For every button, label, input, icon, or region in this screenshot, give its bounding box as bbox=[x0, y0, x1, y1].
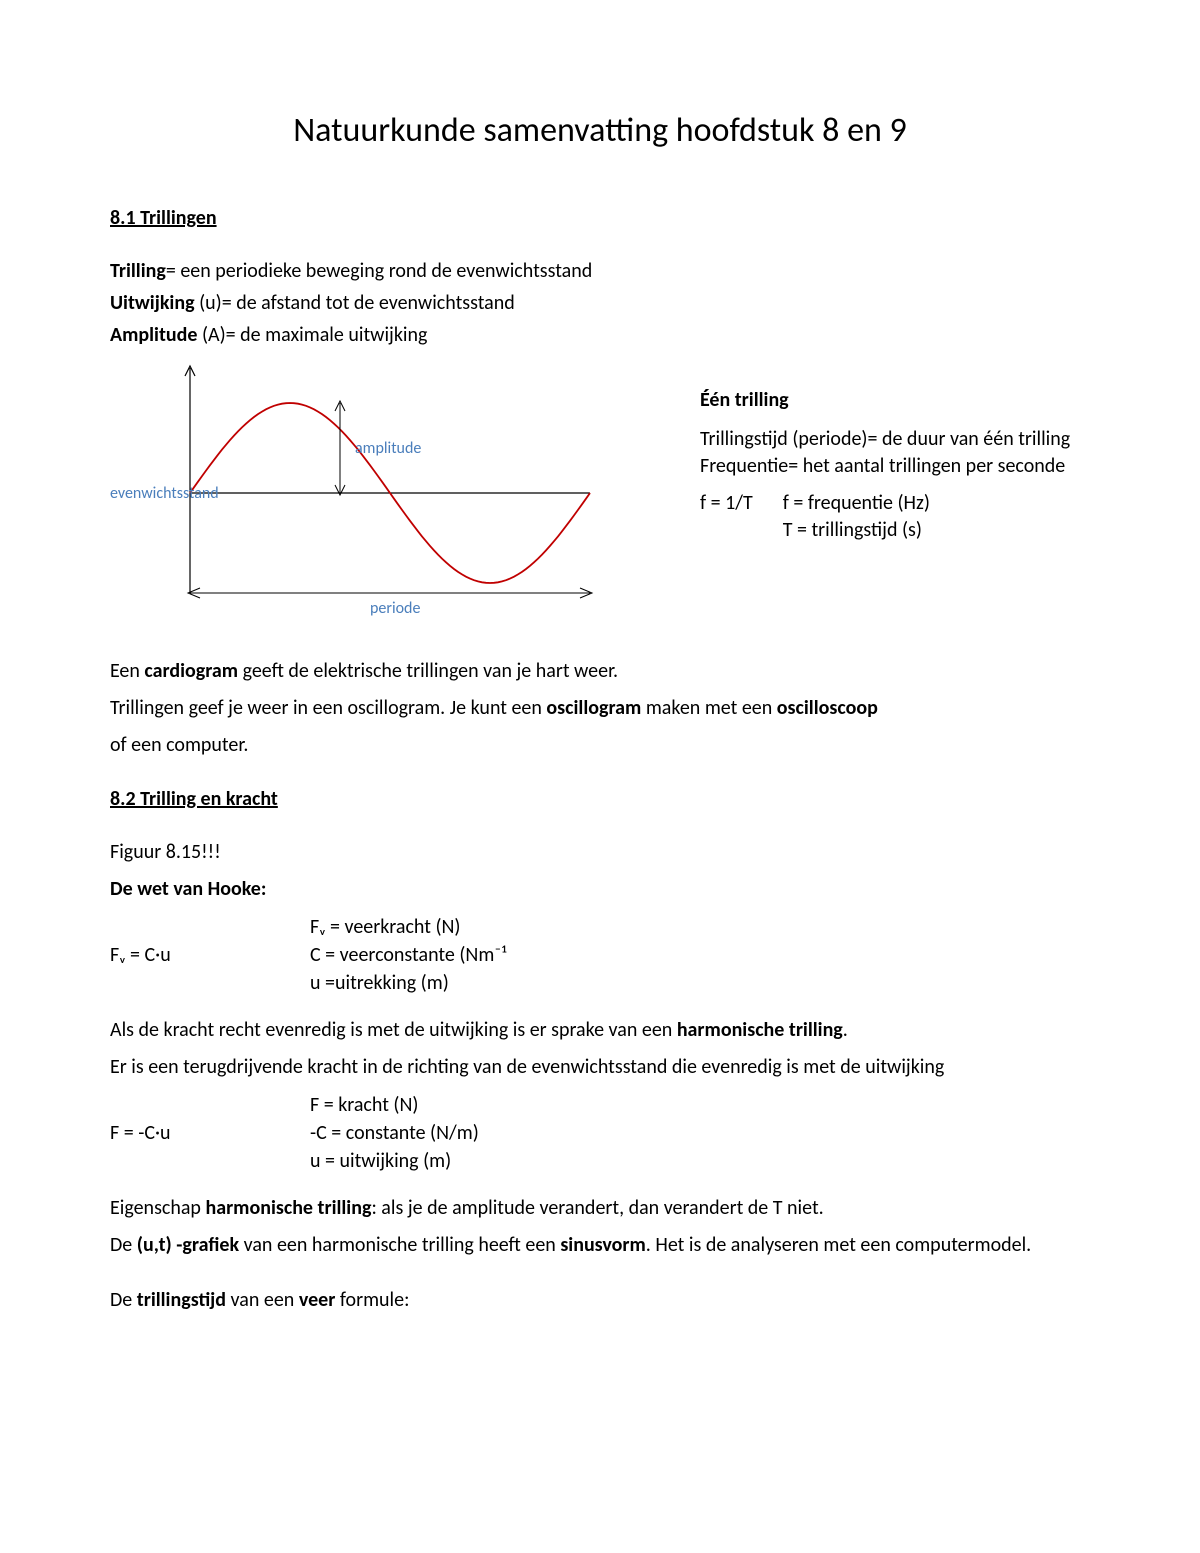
harm-def-u: u = uitwijking (m) bbox=[310, 1147, 479, 1175]
eig-post: : als je de amplitude verandert, dan ver… bbox=[371, 1196, 823, 1220]
hooke-defs: Fᵥ = veerkracht (N) C = veerconstante (N… bbox=[310, 913, 506, 997]
veer-paragraph: De trillingstijd van een veer formule: bbox=[110, 1287, 1090, 1314]
oscil-pre: Trillingen geef je weer in een oscillogr… bbox=[110, 696, 546, 720]
harm-formula: F = -C·u bbox=[110, 1121, 250, 1145]
eig-pre: Eigenschap bbox=[110, 1196, 205, 1220]
label-amplitude: amplitude bbox=[355, 439, 421, 458]
veer-mid: van een bbox=[226, 1288, 299, 1312]
def-trilling-text: = een periodieke beweging rond de evenwi… bbox=[166, 259, 592, 283]
eig-term: harmonische trilling bbox=[205, 1196, 371, 1220]
harm1-term: harmonische trilling bbox=[677, 1018, 843, 1042]
ut-mid: van een harmonische trilling heeft een bbox=[239, 1233, 560, 1257]
side-text2: Frequentie= het aantal trillingen per se… bbox=[700, 453, 1090, 480]
harm-def-c: -C = constante (N/m) bbox=[310, 1119, 479, 1147]
harm-paragraph-2: Er is een terugdrijvende kracht in de ri… bbox=[110, 1054, 1090, 1081]
eigenschap-paragraph: Eigenschap harmonische trilling: als je … bbox=[110, 1195, 1090, 1222]
oscil-paragraph-2: of een computer. bbox=[110, 732, 1090, 759]
harm-defs: F = kracht (N) -C = constante (N/m) u = … bbox=[310, 1091, 479, 1175]
def-trilling: Trilling= een periodieke beweging rond d… bbox=[110, 258, 1090, 284]
hooke-def-c: C = veerconstante (Nm⁻¹ bbox=[310, 941, 506, 969]
def-amplitude: Amplitude (A)= de maximale uitwijking bbox=[110, 322, 1090, 348]
oscil-term1: oscillogram bbox=[546, 696, 641, 720]
cardio-post: geeft de elektrische trillingen van je h… bbox=[238, 659, 618, 683]
page-title: Natuurkunde samenvatting hoofdstuk 8 en … bbox=[110, 110, 1090, 151]
def-uitwijking-text: (u)= de afstand tot de evenwichtsstand bbox=[195, 291, 515, 315]
ut-paragraph: De (u,t) -grafiek van een harmonische tr… bbox=[110, 1232, 1090, 1259]
ut-post: . Het is de analyseren met een computerm… bbox=[646, 1233, 1031, 1257]
cardio-term: cardiogram bbox=[144, 659, 238, 683]
sine-diagram: evenwichtsstand amplitude periode bbox=[110, 358, 670, 628]
harm1-pre: Als de kracht recht evenredig is met de … bbox=[110, 1018, 677, 1042]
oscil-paragraph-1: Trillingen geef je weer in een oscillogr… bbox=[110, 695, 1090, 722]
veer-term2: veer bbox=[299, 1288, 336, 1312]
side-legend: f = frequentie (Hz) T = trillingstijd (s… bbox=[783, 490, 930, 544]
def-trilling-term: Trilling bbox=[110, 259, 166, 283]
harm-paragraph-1: Als de kracht recht evenredig is met de … bbox=[110, 1017, 1090, 1044]
hooke-formula: Fᵥ = C·u bbox=[110, 943, 250, 967]
definitions-block-81: Trilling= een periodieke beweging rond d… bbox=[110, 258, 1090, 348]
cardiogram-paragraph: Een cardiogram geeft de elektrische tril… bbox=[110, 658, 1090, 685]
hooke-title: De wet van Hooke: bbox=[110, 877, 266, 901]
side-formula: f = 1/T bbox=[700, 490, 753, 517]
veer-term1: trillingstijd bbox=[137, 1288, 226, 1312]
legend-T: T = trillingstijd (s) bbox=[783, 517, 930, 544]
figuur-ref: Figuur 8.15!!! bbox=[110, 839, 1090, 866]
veer-pre: De bbox=[110, 1288, 137, 1312]
oscil-mid: maken met een bbox=[641, 696, 776, 720]
def-uitwijking: Uitwijking (u)= de afstand tot de evenwi… bbox=[110, 290, 1090, 316]
side-text1: Trillingstijd (periode)= de duur van één… bbox=[700, 426, 1090, 453]
hooke-formula-row: Fᵥ = C·u Fᵥ = veerkracht (N) C = veercon… bbox=[110, 913, 1090, 997]
figure-row: evenwichtsstand amplitude periode Één tr… bbox=[110, 358, 1090, 628]
sine-svg: evenwichtsstand amplitude periode bbox=[110, 358, 670, 628]
ut-term2: sinusvorm bbox=[560, 1233, 645, 1257]
legend-f: f = frequentie (Hz) bbox=[783, 490, 930, 517]
label-periode: periode bbox=[370, 599, 420, 618]
document-page: Natuurkunde samenvatting hoofdstuk 8 en … bbox=[0, 0, 1200, 1553]
hooke-def-fv: Fᵥ = veerkracht (N) bbox=[310, 913, 506, 941]
side-column: Één trilling Trillingstijd (periode)= de… bbox=[700, 358, 1090, 544]
veer-post: formule: bbox=[335, 1288, 409, 1312]
def-uitwijking-term: Uitwijking bbox=[110, 291, 195, 315]
label-evenwichtsstand: evenwichtsstand bbox=[110, 484, 219, 503]
section-heading-82: 8.2 Trilling en kracht bbox=[110, 787, 1090, 811]
def-amplitude-text: (A)= de maximale uitwijking bbox=[197, 323, 427, 347]
ut-term1: (u,t) -grafiek bbox=[137, 1233, 239, 1257]
section-heading-81: 8.1 Trillingen bbox=[110, 206, 1090, 230]
hooke-def-u: u =uitrekking (m) bbox=[310, 969, 506, 997]
oscil-term2: oscilloscoop bbox=[777, 696, 878, 720]
def-amplitude-term: Amplitude bbox=[110, 323, 197, 347]
ut-pre: De bbox=[110, 1233, 137, 1257]
cardio-pre: Een bbox=[110, 659, 144, 683]
harm-def-f: F = kracht (N) bbox=[310, 1091, 479, 1119]
harm1-post: . bbox=[843, 1018, 848, 1042]
side-title: Één trilling bbox=[700, 388, 1090, 412]
harm-formula-row: F = -C·u F = kracht (N) -C = constante (… bbox=[110, 1091, 1090, 1175]
